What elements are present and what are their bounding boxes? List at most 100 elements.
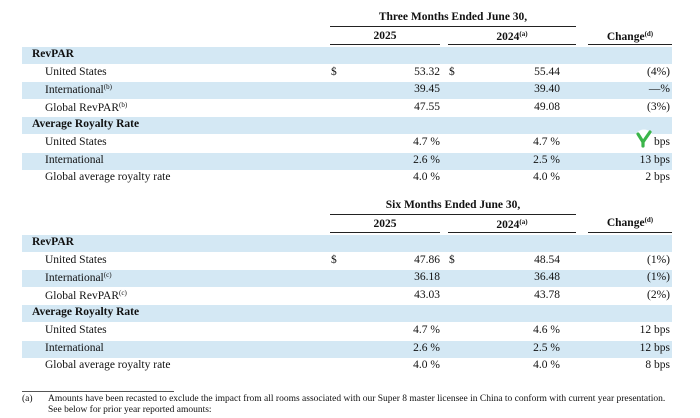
value-2025: 39.45 bbox=[414, 83, 440, 96]
change-value: (2%) bbox=[647, 288, 670, 301]
row-label: United States bbox=[45, 136, 107, 148]
year-2024-header: 2024(a) bbox=[496, 30, 528, 43]
year-2025-header: 2025 bbox=[373, 218, 397, 230]
value-2024: 55.44 bbox=[534, 65, 560, 78]
value-2025: 53.32 bbox=[414, 65, 440, 78]
value-2025: 43.03 bbox=[414, 288, 440, 301]
value-2024: 43.78 bbox=[534, 288, 560, 301]
value-2025: 2.6 % bbox=[413, 341, 440, 354]
table-row-band bbox=[22, 82, 672, 100]
change-value: (4%) bbox=[647, 65, 670, 78]
value-2024: 2.5 % bbox=[533, 341, 560, 354]
currency-symbol: $ bbox=[331, 65, 337, 78]
value-2025: 47.86 bbox=[414, 253, 440, 266]
value-2024: 48.54 bbox=[534, 253, 560, 266]
change-header: Change(d) bbox=[606, 30, 654, 43]
section-heading: RevPAR bbox=[32, 236, 74, 248]
value-2025: 4.0 % bbox=[413, 359, 440, 372]
row-label-text: Average Royalty Rate bbox=[32, 306, 140, 319]
row-label: International(b) bbox=[45, 83, 112, 96]
divider bbox=[330, 26, 576, 27]
divider bbox=[588, 44, 672, 45]
period-header-three-months: Three Months Ended June 30, bbox=[378, 11, 528, 23]
row-label-text: United States bbox=[45, 136, 107, 148]
table-row-band bbox=[22, 47, 672, 64]
currency-symbol: $ bbox=[449, 253, 455, 266]
table-row-band bbox=[22, 235, 672, 252]
value-2024: 4.7 % bbox=[533, 136, 560, 148]
section-heading: Average Royalty Rate bbox=[32, 306, 139, 318]
currency-symbol: $ bbox=[331, 253, 337, 266]
change-value: bps bbox=[654, 136, 670, 148]
value-2024: 4.6 % bbox=[533, 324, 560, 336]
year-2025-header: 2025 bbox=[373, 30, 397, 42]
divider bbox=[330, 232, 440, 233]
row-label: United States bbox=[45, 66, 107, 78]
row-label: International(c) bbox=[45, 271, 112, 284]
table-row-band bbox=[22, 152, 672, 170]
change-value: 8 bps bbox=[645, 359, 670, 372]
value-2025: 47.55 bbox=[414, 100, 440, 113]
change-value: (1%) bbox=[647, 271, 670, 284]
value-2025: 4.7 % bbox=[413, 324, 440, 336]
table-row-band bbox=[22, 340, 672, 358]
divider bbox=[448, 44, 576, 45]
value-2025: 4.7 % bbox=[413, 136, 440, 148]
row-label: United States bbox=[45, 324, 107, 336]
row-label-text: International bbox=[45, 272, 104, 285]
value-2024: 36.48 bbox=[534, 271, 560, 284]
row-label-text: International bbox=[45, 84, 104, 97]
row-label-text: International bbox=[45, 153, 104, 166]
section-heading: RevPAR bbox=[32, 48, 74, 60]
change-value: 12 bps bbox=[639, 324, 670, 336]
value-2025: 2.6 % bbox=[413, 153, 440, 166]
value-2025: 36.18 bbox=[414, 271, 440, 284]
currency-symbol: $ bbox=[449, 65, 455, 78]
value-2024: 4.0 % bbox=[533, 171, 560, 184]
footnote-ref: (b) bbox=[103, 83, 112, 92]
value-2025: 4.0 % bbox=[413, 171, 440, 184]
row-label: Global average royalty rate bbox=[45, 171, 170, 183]
change-value: —% bbox=[648, 83, 670, 96]
green-check-logo-icon bbox=[634, 129, 654, 149]
change-value: 13 bps bbox=[639, 153, 670, 166]
row-label-text: International bbox=[45, 341, 104, 354]
footnote-text-line1: Amounts have been recasted to exclude th… bbox=[48, 394, 666, 404]
section-heading: Average Royalty Rate bbox=[32, 118, 139, 130]
change-value: (1%) bbox=[647, 253, 670, 266]
footnote-ref: (c) bbox=[119, 288, 127, 297]
row-label-text: RevPAR bbox=[32, 48, 74, 60]
row-label: Global RevPAR(b) bbox=[45, 101, 127, 114]
value-2024: 2.5 % bbox=[533, 153, 560, 166]
value-2024: 4.0 % bbox=[533, 359, 560, 372]
row-label-text: United States bbox=[45, 65, 107, 78]
row-label-text: United States bbox=[45, 324, 107, 336]
period-header-six-months: Six Months Ended June 30, bbox=[385, 199, 521, 211]
row-label-text: Average Royalty Rate bbox=[32, 118, 140, 131]
divider bbox=[330, 44, 440, 45]
row-label: United States bbox=[45, 254, 107, 266]
row-label-text: RevPAR bbox=[32, 236, 74, 248]
divider bbox=[330, 214, 576, 215]
row-label-text: United States bbox=[45, 253, 107, 266]
divider bbox=[448, 232, 576, 233]
table-row-band bbox=[22, 305, 672, 323]
row-label: International bbox=[45, 154, 104, 166]
value-2024: 39.40 bbox=[534, 83, 560, 96]
row-label-text: Global RevPAR bbox=[45, 101, 120, 114]
year-2024-header: 2024(a) bbox=[496, 218, 528, 231]
change-value: (3%) bbox=[647, 100, 670, 113]
row-label: International bbox=[45, 342, 104, 354]
row-label-text: Global average royalty rate bbox=[45, 171, 171, 184]
change-value: 2 bps bbox=[645, 171, 670, 184]
table-row-band bbox=[22, 117, 672, 135]
footnote-divider bbox=[22, 391, 174, 392]
value-2024: 49.08 bbox=[534, 100, 560, 113]
change-value: 12 bps bbox=[639, 341, 670, 354]
row-label-text: Global RevPAR bbox=[45, 289, 120, 302]
footnote-text-line2: See below for prior year reported amount… bbox=[48, 405, 212, 415]
table-row-band bbox=[22, 270, 672, 288]
row-label: Global RevPAR(c) bbox=[45, 289, 127, 302]
footnote-ref: (b) bbox=[119, 100, 128, 109]
divider bbox=[588, 232, 672, 233]
